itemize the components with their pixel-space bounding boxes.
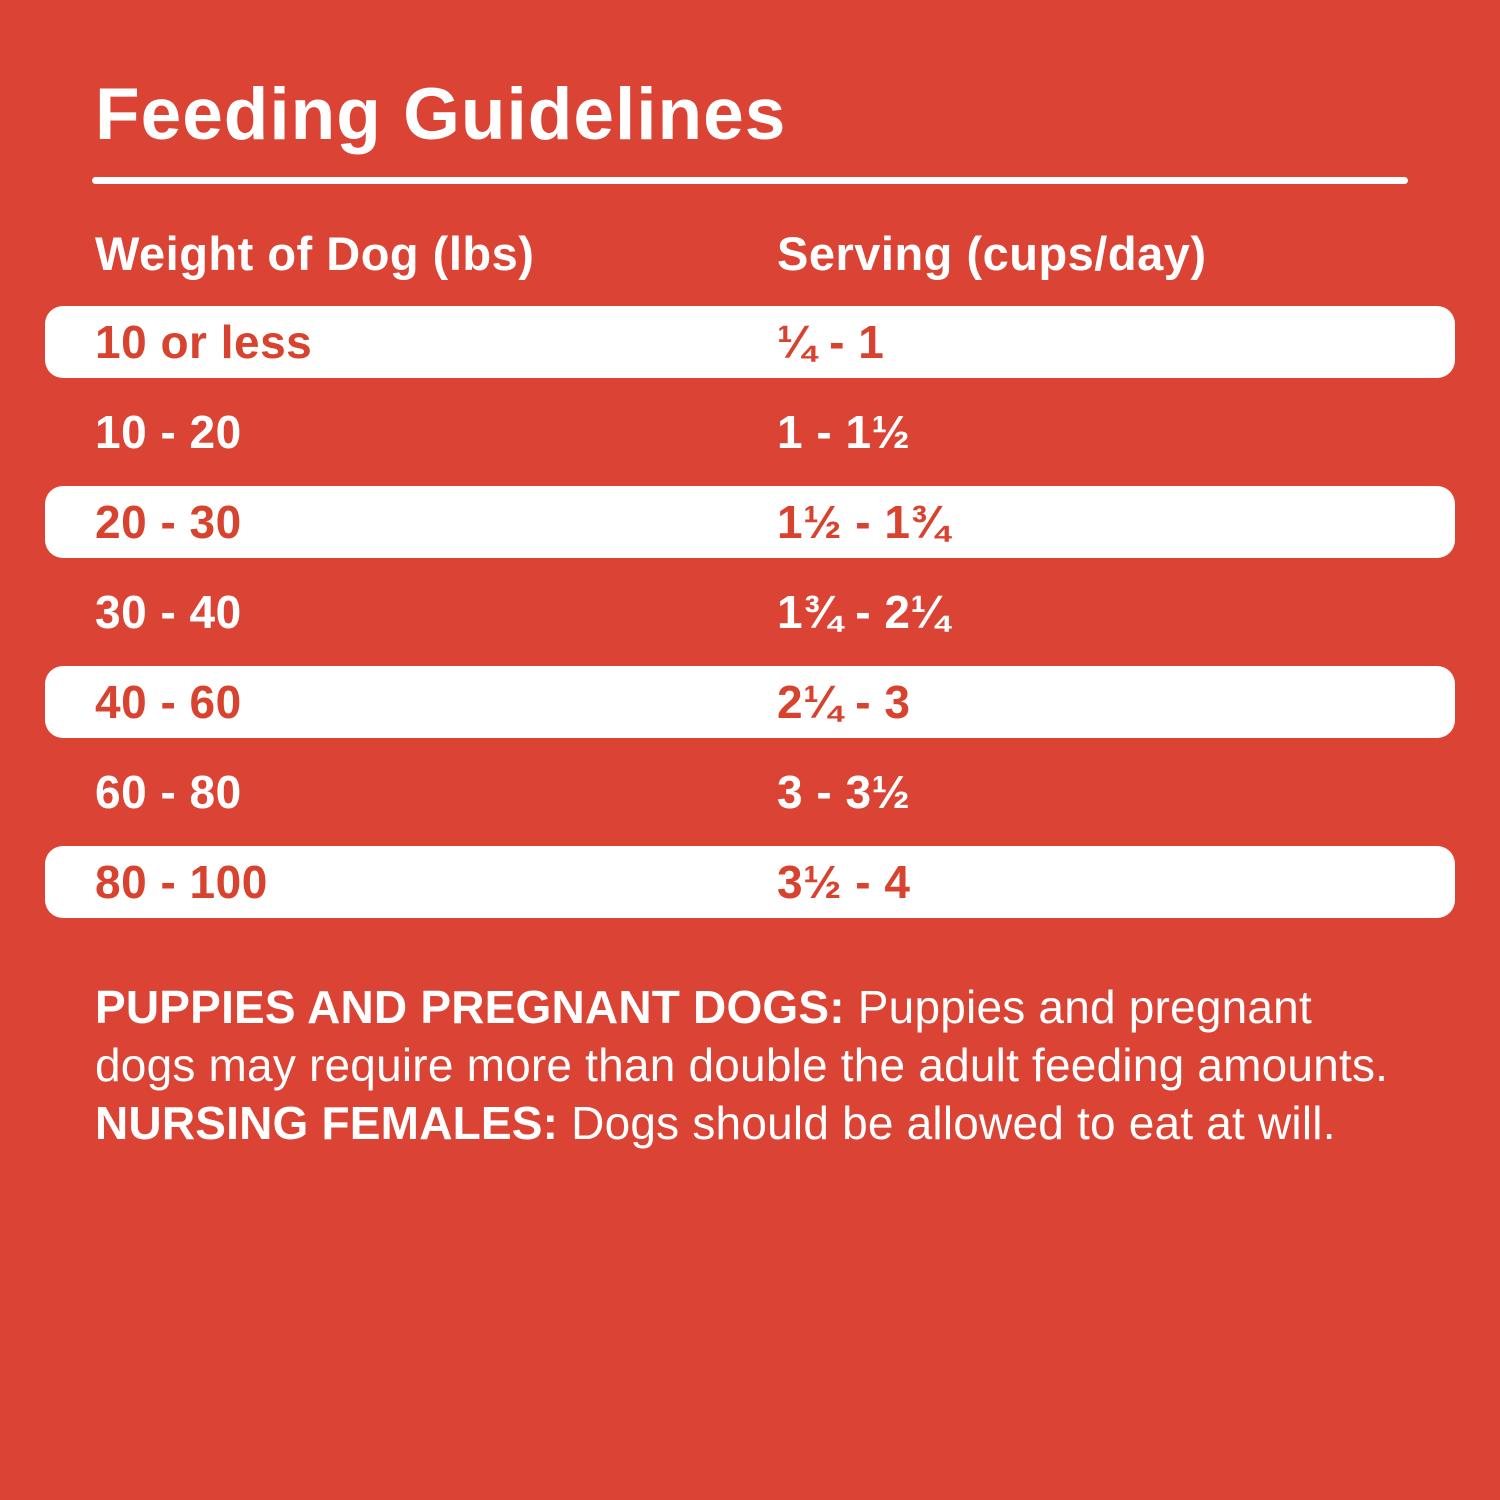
- feeding-note: PUPPIES AND PREGNANT DOGS: Puppies and p…: [95, 978, 1415, 1152]
- puppies-note-label: PUPPIES AND PREGNANT DOGS:: [95, 981, 845, 1033]
- table-header: Weight of Dog (lbs) Serving (cups/day): [95, 230, 1500, 277]
- serving-cell: 1¾ - 2¼: [777, 586, 950, 638]
- column-header-serving: Serving (cups/day): [777, 227, 1207, 280]
- serving-cell: ¼ - 1: [777, 316, 885, 368]
- title-underline: [92, 177, 1408, 184]
- serving-cell: 2¼ - 3: [777, 676, 911, 728]
- table-row: 20 - 30 1½ - 1¾: [45, 486, 1455, 558]
- table-row: 10 or less ¼ - 1: [45, 306, 1455, 378]
- table-row: 10 - 20 1 - 1½: [45, 396, 1455, 468]
- puppies-note-text: Puppies and pregnant dogs may require mo…: [95, 981, 1389, 1091]
- column-header-weight: Weight of Dog (lbs): [95, 227, 535, 280]
- feeding-table: 10 or less ¼ - 1 10 - 20 1 - 1½ 20 - 30 …: [45, 306, 1455, 918]
- weight-cell: 40 - 60: [95, 676, 242, 728]
- weight-cell: 60 - 80: [95, 766, 242, 818]
- serving-cell: 3 - 3½: [777, 766, 911, 818]
- nursing-note-text: Dogs should be allowed to eat at will.: [558, 1097, 1336, 1149]
- weight-cell: 80 - 100: [95, 856, 268, 908]
- table-row: 80 - 100 3½ - 4: [45, 846, 1455, 918]
- page-title: Feeding Guidelines: [95, 74, 787, 155]
- table-row: 40 - 60 2¼ - 3: [45, 666, 1455, 738]
- nursing-note-label: NURSING FEMALES:: [95, 1097, 559, 1149]
- serving-cell: 1½ - 1¾: [777, 496, 950, 548]
- serving-cell: 1 - 1½: [777, 406, 911, 458]
- weight-cell: 20 - 30: [95, 496, 242, 548]
- weight-cell: 10 or less: [95, 316, 313, 368]
- serving-cell: 3½ - 4: [777, 856, 911, 908]
- table-row: 60 - 80 3 - 3½: [45, 756, 1455, 828]
- table-row: 30 - 40 1¾ - 2¼: [45, 576, 1455, 648]
- weight-cell: 30 - 40: [95, 586, 242, 638]
- weight-cell: 10 - 20: [95, 406, 242, 458]
